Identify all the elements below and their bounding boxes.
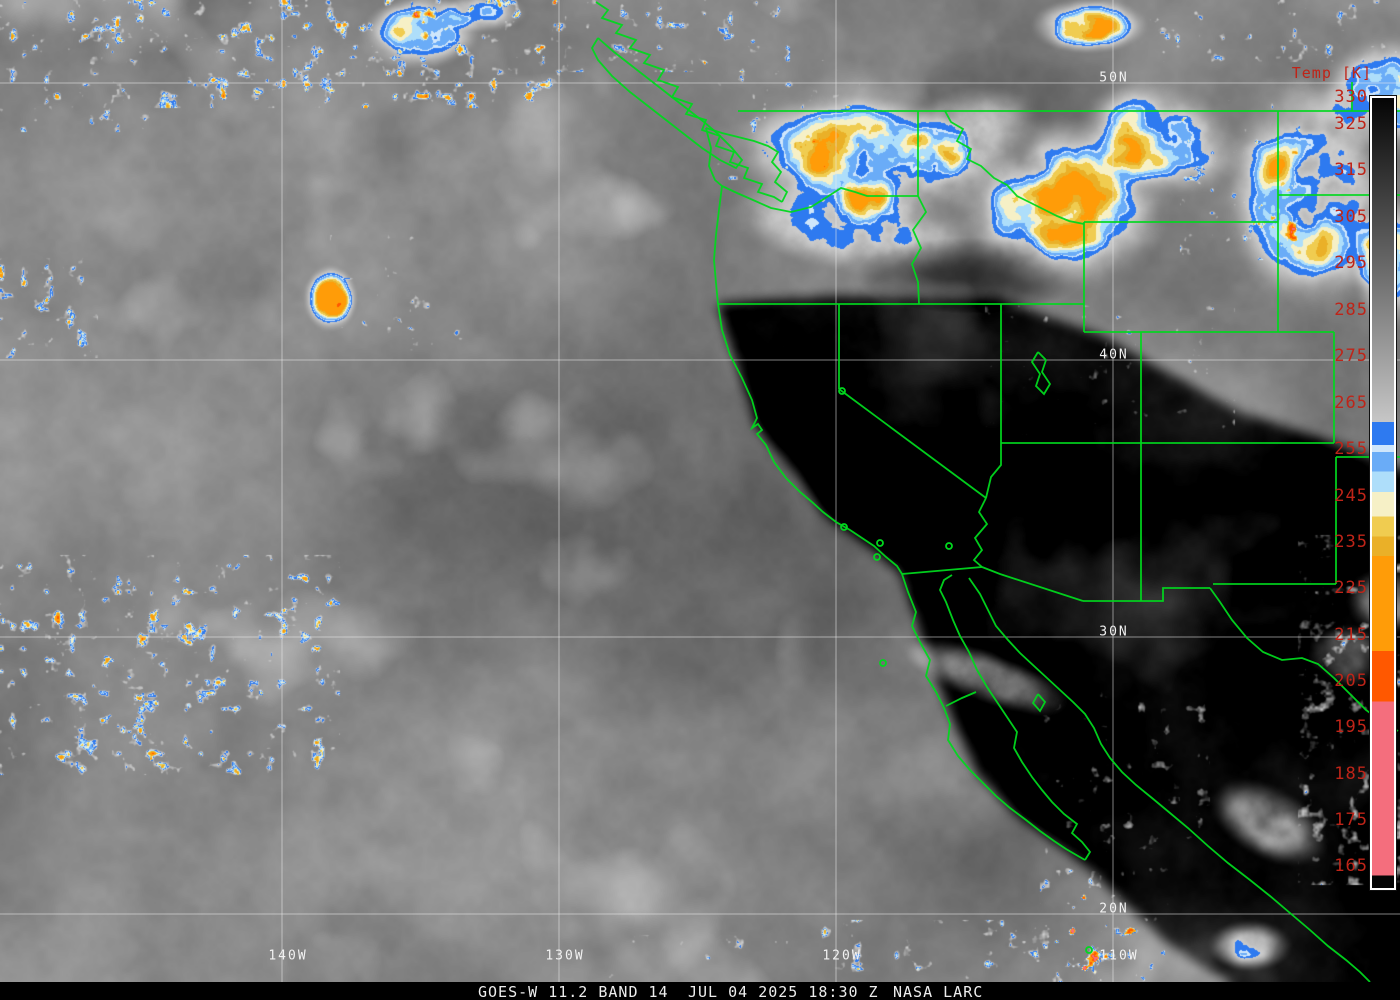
colorbar-tick-305: 305 (1334, 207, 1368, 227)
caption-datetime: JUL 04 2025 18:30 Z (688, 983, 879, 1000)
colorbar-tick-215: 215 (1334, 625, 1368, 645)
caption-bar: GOES-W 11.2 BAND 14 JUL 04 2025 18:30 Z … (0, 982, 1400, 1000)
colorbar-tick-330: 330 (1334, 87, 1368, 107)
colorbar-tick-195: 195 (1334, 717, 1368, 737)
colorbar-tick-165: 165 (1334, 856, 1368, 876)
colorbar-tick-235: 235 (1334, 532, 1368, 552)
boundary-line (838, 388, 987, 499)
temperature-colorbar (1369, 95, 1397, 891)
island-outline (945, 542, 953, 550)
island-outline (840, 523, 848, 531)
colorbar-tick-175: 175 (1334, 810, 1368, 830)
boundary-line (945, 691, 977, 707)
boundary-line (944, 110, 1085, 225)
boundary-line (590, 37, 744, 170)
lon-label-140W: 140W (268, 948, 308, 964)
colorbar-gradient (1372, 98, 1394, 888)
colorbar-tick-225: 225 (1334, 578, 1368, 598)
boundary-line (968, 577, 1371, 982)
boundary-line (713, 185, 723, 305)
boundary-line (721, 185, 918, 213)
lat-label-30N: 30N (1099, 624, 1129, 640)
boundary-line (595, 1, 783, 203)
colorbar-tick-245: 245 (1334, 486, 1368, 506)
island-outline (876, 539, 884, 547)
boundary-line (705, 127, 723, 187)
temperature-units-label: Temp [K] (1291, 64, 1372, 82)
colorbar-tick-315: 315 (1334, 160, 1368, 180)
colorbar-tick-185: 185 (1334, 764, 1368, 784)
island-outline (879, 659, 887, 667)
boundary-line (1209, 587, 1399, 732)
boundary-line (901, 573, 1086, 861)
state-boundaries (590, 1, 1400, 982)
lat-label-40N: 40N (1099, 347, 1129, 363)
caption-credit: NASA LARC (893, 983, 984, 1000)
colorbar-tick-275: 275 (1334, 346, 1368, 366)
boundary-line (981, 566, 1084, 602)
colorbar-tick-295: 295 (1334, 253, 1368, 273)
colorbar-tick-205: 205 (1334, 671, 1368, 691)
colorbar-tick-255: 255 (1334, 439, 1368, 459)
boundary-line (939, 574, 1092, 861)
boundary-line (972, 497, 989, 568)
boundary-line (1030, 351, 1052, 396)
island-outline (873, 553, 881, 561)
colorbar-tick-265: 265 (1334, 393, 1368, 413)
colorbar-tick-285: 285 (1334, 300, 1368, 320)
caption-product: GOES-W 11.2 BAND 14 (478, 983, 669, 1000)
boundary-line (705, 127, 789, 203)
boundary-line (901, 566, 983, 575)
island-outline (1085, 946, 1093, 954)
lon-label-130W: 130W (545, 948, 585, 964)
lat-label-20N: 20N (1099, 901, 1129, 917)
boundary-line (911, 195, 928, 305)
boundary-line (717, 303, 903, 575)
boundary-line (1141, 587, 1210, 602)
lon-label-120W: 120W (822, 948, 862, 964)
boundary-line (1031, 693, 1047, 713)
island-outline (838, 387, 846, 395)
boundary-line (985, 443, 1002, 499)
lon-label-110W: 110W (1099, 948, 1139, 964)
colorbar-tick-325: 325 (1334, 114, 1368, 134)
lat-label-50N: 50N (1099, 70, 1129, 86)
